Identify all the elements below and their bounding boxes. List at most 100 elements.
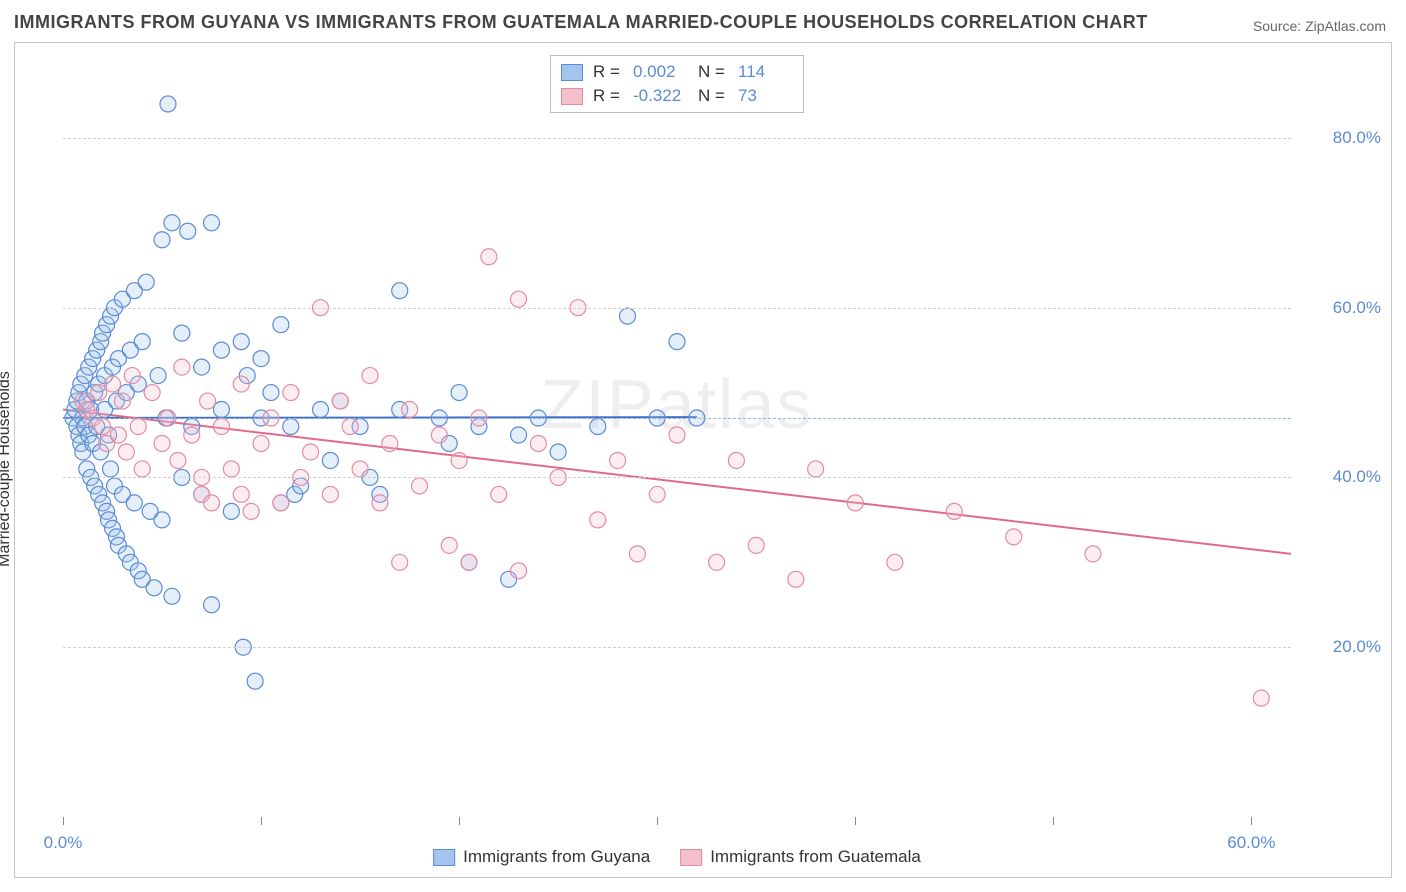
scatter-point: [342, 419, 358, 435]
scatter-point: [164, 215, 180, 231]
scatter-point: [170, 452, 186, 468]
scatter-point: [511, 291, 527, 307]
scatter-point: [114, 393, 130, 409]
scatter-point: [808, 461, 824, 477]
chart-container: Married-couple Households ZIPatlas R = 0…: [14, 42, 1392, 878]
scatter-point: [118, 444, 134, 460]
y-axis-label: Married-couple Households: [0, 371, 14, 567]
r-value-guyana: 0.002: [633, 62, 688, 82]
x-tick-label: 0.0%: [44, 833, 83, 853]
scatter-point: [174, 325, 190, 341]
n-label: N =: [698, 86, 728, 106]
y-tick-label: 20.0%: [1333, 637, 1381, 657]
scatter-point: [130, 419, 146, 435]
scatter-point: [253, 351, 269, 367]
scatter-point: [174, 359, 190, 375]
scatter-point: [590, 512, 606, 528]
legend-item-guyana: Immigrants from Guyana: [433, 847, 650, 867]
x-tick: [63, 817, 64, 825]
scatter-point: [180, 223, 196, 239]
scatter-point: [610, 452, 626, 468]
scatter-point: [441, 537, 457, 553]
scatter-point: [103, 461, 119, 477]
scatter-point: [788, 571, 804, 587]
scatter-point: [223, 503, 239, 519]
scatter-point: [322, 452, 338, 468]
legend-item-guatemala: Immigrants from Guatemala: [680, 847, 921, 867]
scatter-point: [233, 486, 249, 502]
y-tick-label: 60.0%: [1333, 298, 1381, 318]
scatter-point: [146, 580, 162, 596]
scatter-point: [233, 376, 249, 392]
scatter-point: [649, 486, 665, 502]
plot-area: ZIPatlas R = 0.002 N = 114 R = -0.322 N …: [63, 53, 1291, 817]
scatter-point: [412, 478, 428, 494]
scatter-point: [204, 597, 220, 613]
legend-row-guatemala: R = -0.322 N = 73: [561, 84, 793, 108]
scatter-point: [91, 385, 107, 401]
scatter-point: [451, 385, 467, 401]
scatter-point: [550, 444, 566, 460]
scatter-point: [164, 588, 180, 604]
scatter-point: [669, 334, 685, 350]
r-label: R =: [593, 62, 623, 82]
scatter-point: [402, 402, 418, 418]
legend-row-guyana: R = 0.002 N = 114: [561, 60, 793, 84]
scatter-point: [247, 673, 263, 689]
scatter-point: [669, 427, 685, 443]
scatter-point: [283, 385, 299, 401]
x-tick: [1251, 817, 1252, 825]
scatter-point: [511, 427, 527, 443]
scatter-point: [213, 419, 229, 435]
r-value-guatemala: -0.322: [633, 86, 688, 106]
legend-label-guyana: Immigrants from Guyana: [463, 847, 650, 867]
scatter-point: [204, 215, 220, 231]
r-label: R =: [593, 86, 623, 106]
scatter-point: [200, 393, 216, 409]
scatter-point: [887, 554, 903, 570]
scatter-point: [372, 495, 388, 511]
x-tick: [1053, 817, 1054, 825]
scatter-point: [322, 486, 338, 502]
swatch-guatemala: [561, 88, 583, 105]
scatter-points-layer: [63, 53, 1291, 817]
n-value-guyana: 114: [738, 62, 793, 82]
source-label: Source: ZipAtlas.com: [1253, 18, 1386, 34]
scatter-point: [530, 435, 546, 451]
scatter-point: [95, 419, 111, 435]
scatter-point: [629, 546, 645, 562]
scatter-point: [362, 368, 378, 384]
x-tick: [855, 817, 856, 825]
scatter-point: [204, 495, 220, 511]
grid-line-h: [63, 647, 1291, 648]
legend-label-guatemala: Immigrants from Guatemala: [710, 847, 921, 867]
swatch-guatemala: [680, 849, 702, 866]
scatter-point: [431, 427, 447, 443]
grid-line-h: [63, 308, 1291, 309]
scatter-point: [847, 495, 863, 511]
scatter-point: [511, 563, 527, 579]
scatter-point: [1085, 546, 1101, 562]
scatter-point: [223, 461, 239, 477]
scatter-point: [134, 334, 150, 350]
scatter-point: [160, 96, 176, 112]
x-tick: [459, 817, 460, 825]
x-tick-label: 60.0%: [1227, 833, 1275, 853]
chart-title: IMMIGRANTS FROM GUYANA VS IMMIGRANTS FRO…: [14, 12, 1148, 33]
scatter-point: [748, 537, 764, 553]
scatter-point: [392, 283, 408, 299]
scatter-point: [110, 427, 126, 443]
reference-line: [63, 418, 1291, 419]
scatter-point: [194, 359, 210, 375]
scatter-point: [491, 486, 507, 502]
grid-line-h: [63, 138, 1291, 139]
scatter-point: [382, 435, 398, 451]
scatter-point: [590, 419, 606, 435]
scatter-point: [392, 554, 408, 570]
scatter-point: [332, 393, 348, 409]
scatter-point: [946, 503, 962, 519]
scatter-point: [481, 249, 497, 265]
n-value-guatemala: 73: [738, 86, 793, 106]
scatter-point: [253, 435, 269, 451]
scatter-point: [312, 402, 328, 418]
